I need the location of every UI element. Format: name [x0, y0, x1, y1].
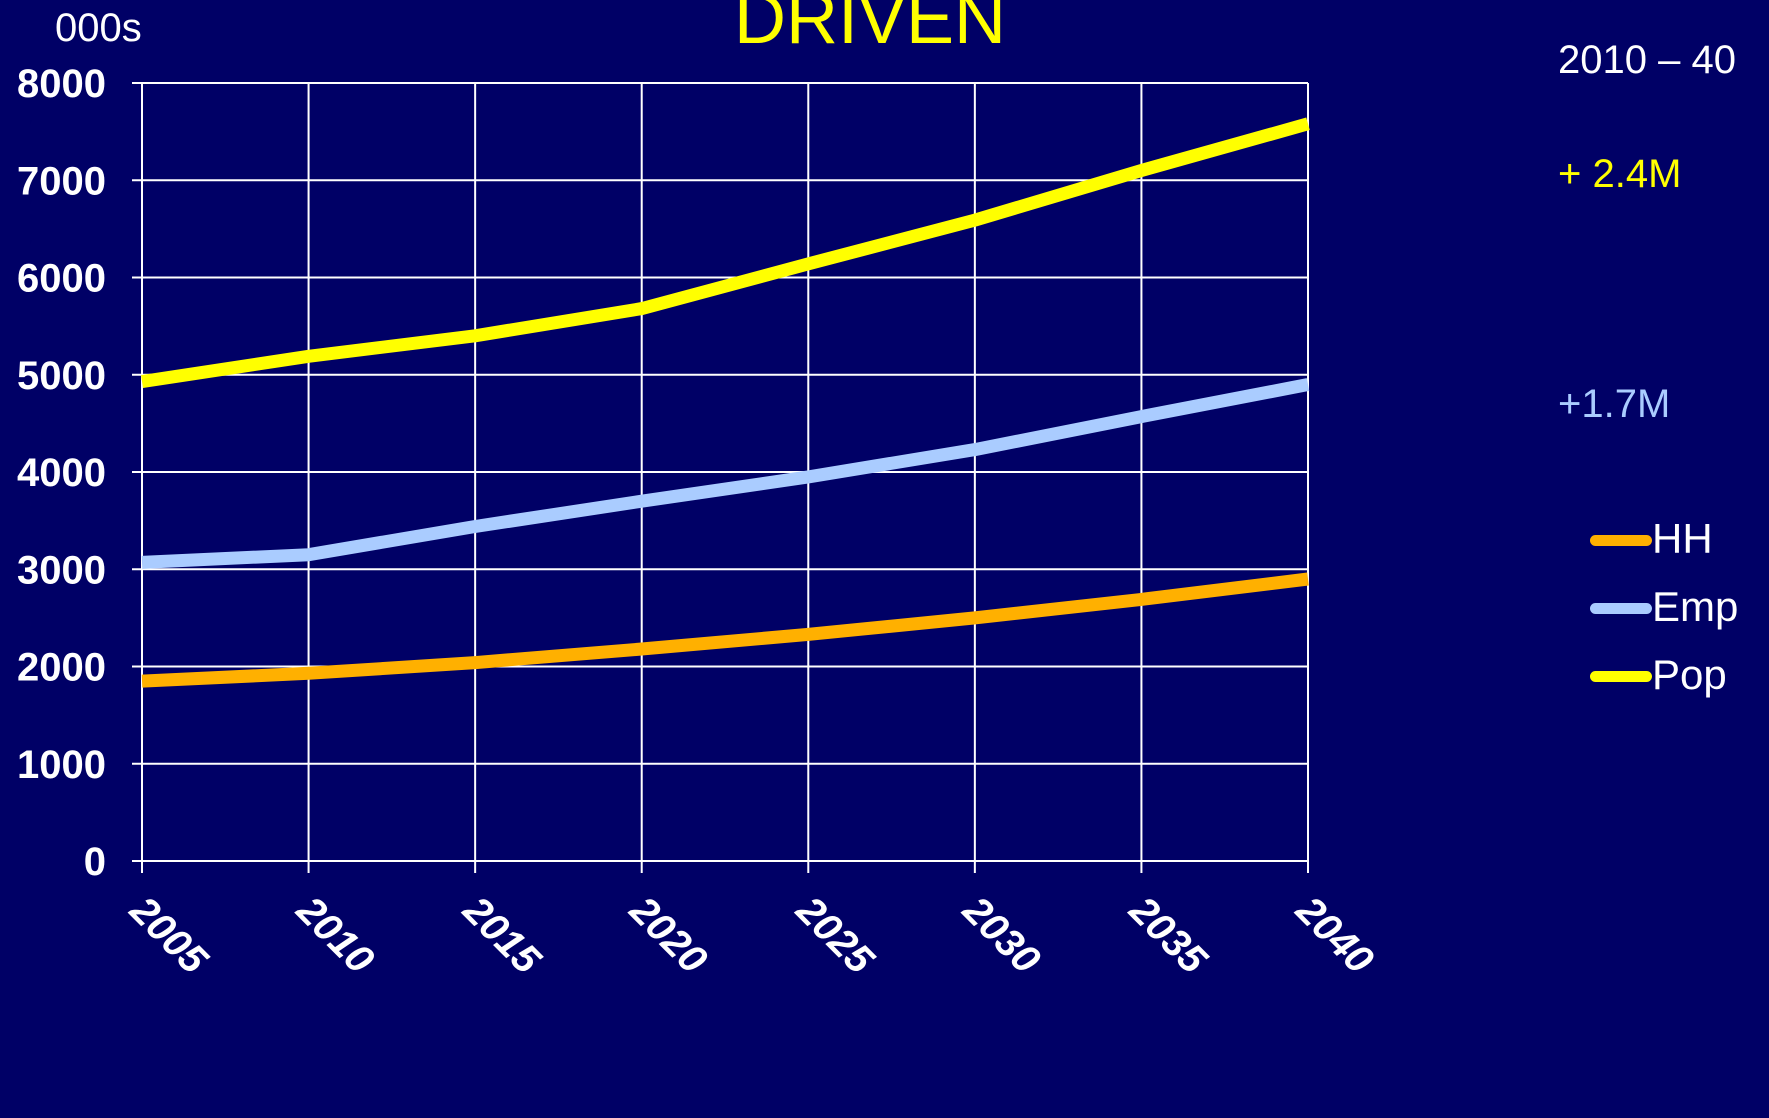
range-label: 2010 – 40	[1558, 38, 1736, 82]
x-tick-label: 2010	[288, 888, 383, 983]
pop-change-annotation: + 2.4M	[1558, 152, 1682, 196]
y-tick-label: 7000	[17, 159, 106, 203]
x-tick-label: 2040	[1287, 888, 1382, 983]
y-tick-label: 6000	[17, 257, 106, 301]
series-line-hh	[141, 572, 1309, 688]
legend-swatch-pop	[1590, 671, 1652, 682]
x-tick-label: 2030	[954, 888, 1049, 983]
x-tick-label: 2035	[1120, 888, 1215, 983]
series-line-emp	[141, 378, 1310, 569]
y-tick-label: 2000	[17, 646, 106, 690]
x-tick-label: 2015	[454, 888, 549, 983]
y-tick-label: 0	[84, 840, 106, 884]
legend-label-emp: Emp	[1652, 583, 1739, 630]
chart-title: DRIVEN	[733, 0, 1007, 59]
legend-swatch-hh	[1590, 535, 1652, 546]
y-axis-unit-label: 000s	[55, 6, 142, 50]
x-tick-label: 2025	[787, 888, 882, 983]
legend-label-pop: Pop	[1652, 651, 1727, 698]
x-tick-label: 2020	[621, 888, 716, 983]
y-tick-label: 5000	[17, 354, 106, 398]
emp-change-annotation: +1.7M	[1558, 382, 1671, 426]
y-tick-label: 4000	[17, 451, 106, 495]
x-tick-label: 2005	[121, 888, 216, 983]
axes	[132, 82, 1309, 873]
tick-labels: 0 1000 2000 3000 4000 5000 6000 7000 8000 2005 201…	[17, 62, 1382, 983]
legend-swatch-emp	[1590, 603, 1652, 614]
series-line-pop	[141, 117, 1310, 389]
y-tick-label: 3000	[17, 548, 106, 592]
series-lines	[141, 117, 1310, 688]
grid-lines	[142, 82, 1309, 861]
y-tick-label: 1000	[17, 743, 106, 787]
legend-label-hh: HH	[1652, 515, 1713, 562]
y-tick-label: 8000	[17, 62, 106, 106]
